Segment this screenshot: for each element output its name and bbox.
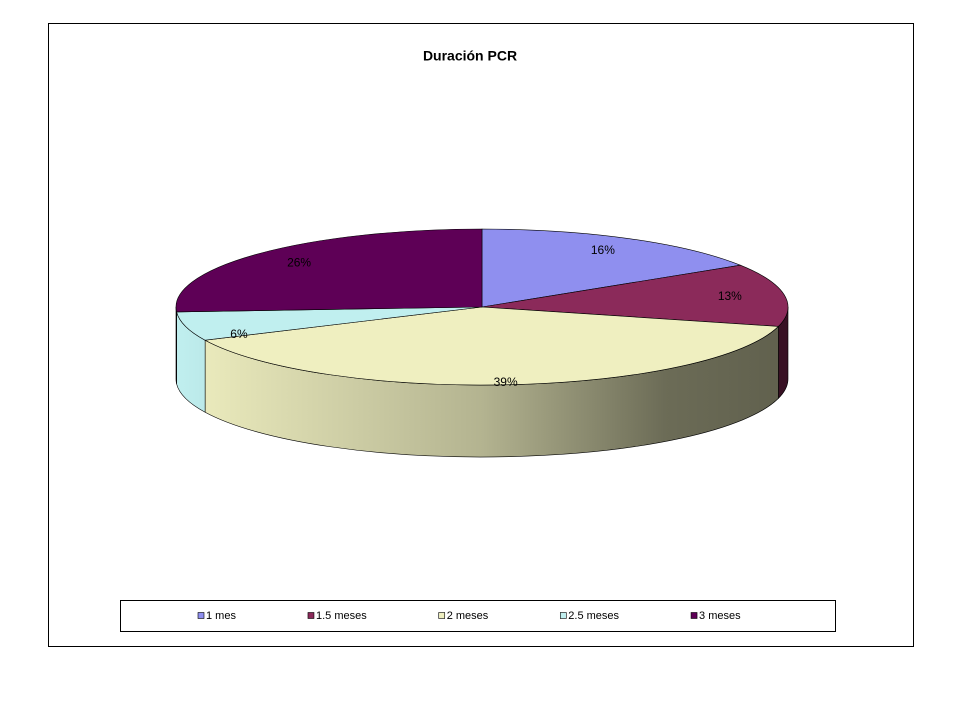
pie-labels: 16% 13% 39% 6% 26% (230, 243, 742, 389)
pie-side-shade (175, 307, 177, 384)
pie-side-shade (205, 326, 779, 458)
legend-label: 2 meses (447, 610, 489, 622)
chart-title: Duración PCR (423, 48, 517, 64)
data-label: 16% (591, 243, 615, 257)
pie-slice (481, 264, 789, 327)
pie-side-shade (176, 311, 206, 413)
data-label: 6% (230, 327, 248, 341)
legend-label: 3 meses (699, 610, 741, 622)
legend-swatch (197, 612, 205, 619)
data-label: 26% (287, 255, 311, 269)
legend-swatch (559, 612, 567, 619)
legend-label: 2.5 meses (568, 610, 619, 622)
data-label: 39% (494, 375, 518, 389)
data-label: 13% (718, 289, 742, 303)
pie-slice (175, 228, 483, 313)
legend-swatch (307, 612, 315, 619)
pie-side-shade (778, 307, 788, 399)
legend-swatch (690, 612, 698, 619)
legend: 1 mes 1.5 meses 2 meses 2.5 meses 3 meses (197, 610, 741, 622)
legend-box (120, 600, 836, 632)
legend-label: 1 mes (206, 610, 236, 622)
legend-label: 1.5 meses (316, 610, 367, 622)
pie-slice (204, 306, 780, 386)
pie-sides (175, 306, 789, 458)
legend-swatch (438, 612, 446, 619)
pie-slice (481, 228, 742, 308)
pie-tops (175, 228, 789, 386)
